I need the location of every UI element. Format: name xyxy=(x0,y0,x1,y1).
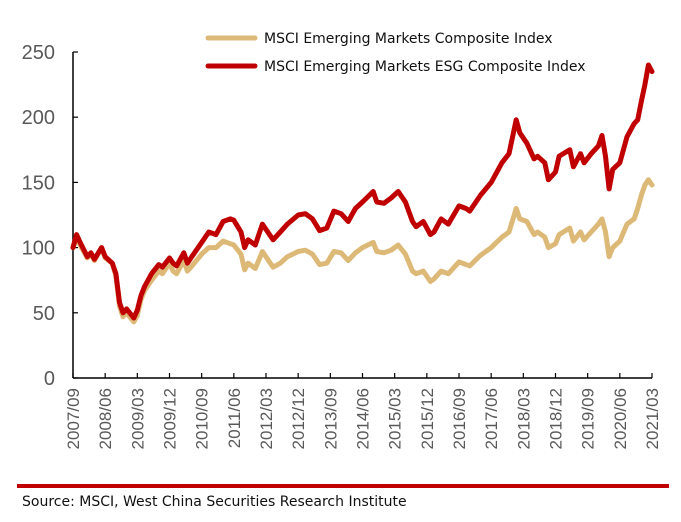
x-tick-label: 2021/03 xyxy=(643,388,662,449)
x-tick-label: 2009/12 xyxy=(161,388,180,449)
series-line-esg xyxy=(70,62,655,321)
y-tick-label: 0 xyxy=(44,368,55,390)
y-tick-label: 100 xyxy=(22,238,55,260)
x-tick-label: 2007/09 xyxy=(64,388,83,449)
x-tick-label: 2008/06 xyxy=(96,388,115,449)
x-tick-label: 2020/06 xyxy=(611,388,630,449)
legend: MSCI Emerging Markets Composite Index MSC… xyxy=(205,31,586,75)
source-note: Source: MSCI, West China Securities Rese… xyxy=(22,494,407,510)
x-tick-label: 2009/03 xyxy=(128,388,147,449)
legend-label: MSCI Emerging Markets Composite Index xyxy=(264,31,553,47)
x-tick-label: 2015/03 xyxy=(386,388,405,449)
x-tick-label: 2016/09 xyxy=(450,388,469,449)
x-tick-label: 2014/06 xyxy=(354,388,373,449)
y-tick-label: 150 xyxy=(22,172,55,194)
x-tick-label: 2013/09 xyxy=(321,388,340,449)
legend-label: MSCI Emerging Markets ESG Composite Inde… xyxy=(264,59,586,75)
series-layer xyxy=(70,62,655,325)
x-tick-label: 2015/12 xyxy=(418,388,437,449)
x-tick-label: 2012/03 xyxy=(257,388,276,449)
x-tick-label: 2019/09 xyxy=(579,388,598,449)
y-tick-label: 50 xyxy=(33,303,55,325)
y-tick-label: 250 xyxy=(22,42,55,64)
x-tick-label: 2018/12 xyxy=(547,388,566,449)
x-tick-label: 2011/06 xyxy=(225,388,244,448)
x-tick-label: 2018/03 xyxy=(514,388,533,449)
x-tick-label: 2010/09 xyxy=(193,388,212,449)
y-tick-label: 200 xyxy=(22,107,55,129)
x-tick-label: 2017/06 xyxy=(482,388,501,449)
axes: 0 50 100 150 200 250 2007/09 2008/06 2009/03 2009… xyxy=(22,42,662,449)
source-divider xyxy=(17,484,669,488)
x-tick-label: 2012/12 xyxy=(289,388,308,449)
